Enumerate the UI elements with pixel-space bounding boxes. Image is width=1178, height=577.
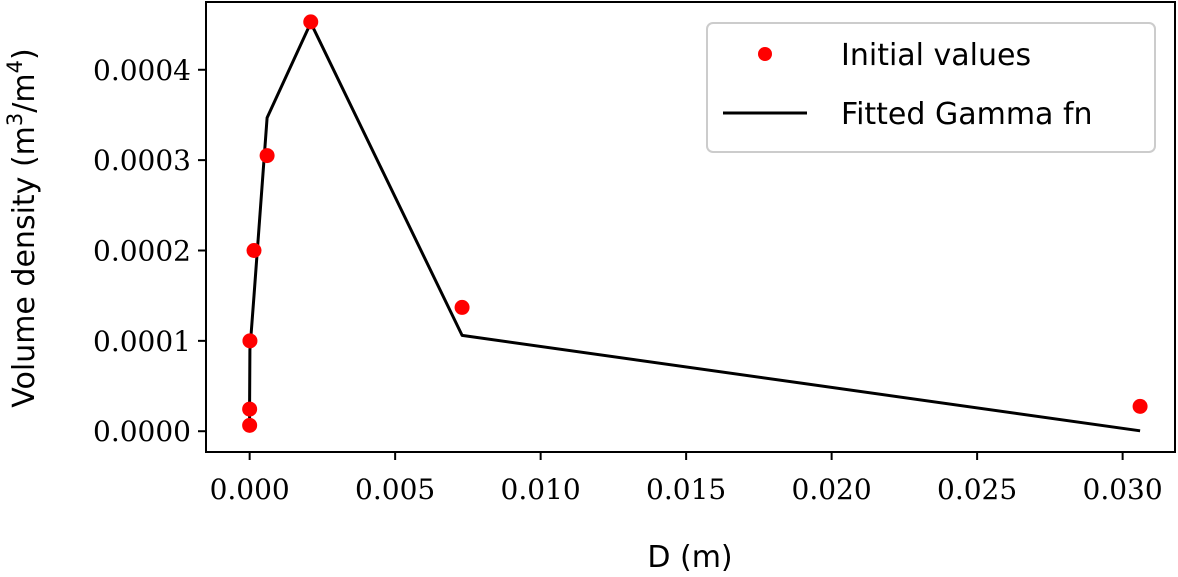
x-tick-label: 0.000 [210, 473, 290, 506]
x-axis-ticks: 0.000 0.005 0.010 0.015 0.020 0.025 0.030 [210, 452, 1163, 506]
legend-label-fitted-gamma: Fitted Gamma fn [841, 97, 1093, 132]
y-tick-label: 0.0003 [93, 144, 191, 177]
legend-box [706, 22, 1156, 153]
y-axis-label: Volume density (m3/m4) [3, 48, 42, 407]
x-tick-label: 0.005 [355, 473, 435, 506]
x-tick-label: 0.020 [792, 473, 872, 506]
y-tick-label: 0.0000 [93, 415, 191, 448]
legend-label-initial-values: Initial values [841, 38, 1031, 73]
x-tick-label: 0.010 [501, 473, 581, 506]
legend-marker-initial-values [758, 47, 772, 61]
x-tick-label: 0.030 [1083, 473, 1163, 506]
initial-value-point [242, 401, 258, 417]
x-axis-label: D (m) [647, 540, 732, 575]
y-tick-label: 0.0002 [93, 234, 191, 267]
x-tick-label: 0.015 [646, 473, 726, 506]
initial-value-point [303, 14, 319, 30]
x-tick-label: 0.025 [937, 473, 1017, 506]
series-layer [242, 14, 1148, 433]
y-axis-ticks: 0.0000 0.0001 0.0002 0.0003 0.0004 [93, 54, 206, 448]
initial-value-point [1132, 398, 1148, 414]
fitted-gamma-line [248, 21, 1141, 433]
initial-value-point [454, 299, 470, 315]
y-tick-label: 0.0004 [93, 54, 191, 87]
plot-frame [205, 1, 1176, 453]
legend: Initial values Fitted Gamma fn [706, 22, 1156, 153]
initial-value-point [259, 148, 275, 164]
initial-value-point [246, 242, 262, 258]
initial-value-point [242, 333, 258, 349]
y-tick-label: 0.0001 [93, 325, 191, 358]
initial-value-point [242, 417, 258, 433]
